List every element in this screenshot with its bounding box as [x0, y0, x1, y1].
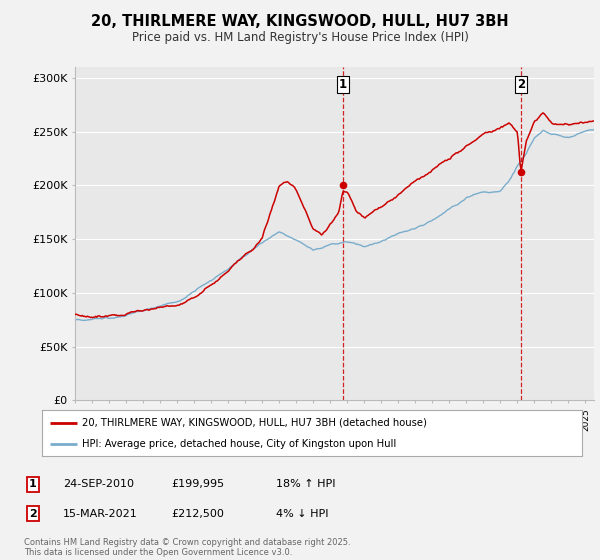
Text: Contains HM Land Registry data © Crown copyright and database right 2025.
This d: Contains HM Land Registry data © Crown c… — [24, 538, 350, 557]
Text: 4% ↓ HPI: 4% ↓ HPI — [276, 508, 329, 519]
Text: 2: 2 — [517, 78, 525, 91]
Text: HPI: Average price, detached house, City of Kingston upon Hull: HPI: Average price, detached house, City… — [83, 439, 397, 449]
Text: 18% ↑ HPI: 18% ↑ HPI — [276, 479, 335, 489]
Text: 24-SEP-2010: 24-SEP-2010 — [63, 479, 134, 489]
Text: £199,995: £199,995 — [171, 479, 224, 489]
Text: £212,500: £212,500 — [171, 508, 224, 519]
Text: 20, THIRLMERE WAY, KINGSWOOD, HULL, HU7 3BH: 20, THIRLMERE WAY, KINGSWOOD, HULL, HU7 … — [91, 14, 509, 29]
Text: 20, THIRLMERE WAY, KINGSWOOD, HULL, HU7 3BH (detached house): 20, THIRLMERE WAY, KINGSWOOD, HULL, HU7 … — [83, 418, 427, 428]
Text: 1: 1 — [339, 78, 347, 91]
Text: Price paid vs. HM Land Registry's House Price Index (HPI): Price paid vs. HM Land Registry's House … — [131, 31, 469, 44]
Text: 2: 2 — [29, 508, 37, 519]
Text: 1: 1 — [29, 479, 37, 489]
Text: 15-MAR-2021: 15-MAR-2021 — [63, 508, 138, 519]
